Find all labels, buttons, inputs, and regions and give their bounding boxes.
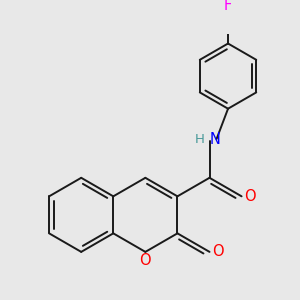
Text: O: O bbox=[244, 189, 255, 204]
Text: O: O bbox=[212, 244, 223, 260]
Text: O: O bbox=[140, 253, 151, 268]
Text: H: H bbox=[195, 133, 205, 146]
Text: F: F bbox=[224, 0, 232, 13]
Text: N: N bbox=[209, 131, 220, 146]
